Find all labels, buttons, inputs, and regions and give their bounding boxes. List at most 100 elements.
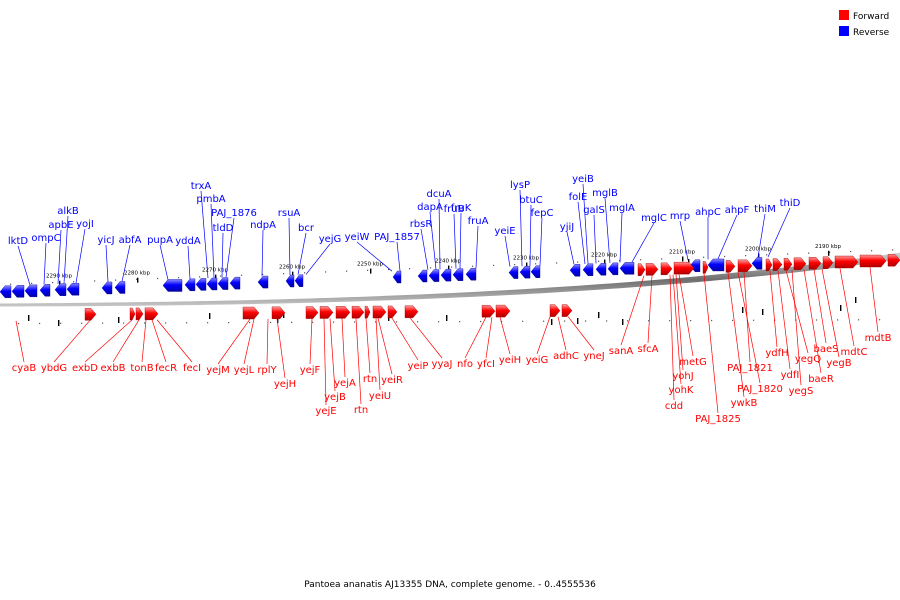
scale-tick-label: 2200 kbp bbox=[745, 247, 771, 253]
scale-dot bbox=[850, 250, 852, 253]
scale-dot bbox=[787, 253, 789, 255]
scale-dot bbox=[543, 320, 545, 322]
gene-label: mglB bbox=[592, 188, 618, 199]
gene-connector bbox=[305, 243, 331, 275]
gene-label: folE bbox=[569, 192, 588, 203]
gene-connector bbox=[727, 272, 745, 398]
scale-tick bbox=[682, 256, 684, 262]
scale-tick bbox=[370, 268, 372, 274]
forward-gene bbox=[637, 263, 646, 276]
forward-gene bbox=[84, 308, 97, 321]
reverse-gene bbox=[294, 274, 304, 287]
gene-label: yfcI bbox=[477, 359, 495, 370]
legend-label-forward: Forward bbox=[853, 12, 889, 22]
scale-tick-label: 2210 kbp bbox=[669, 249, 695, 255]
gene-label: yeiP bbox=[408, 361, 429, 372]
reverse-gene bbox=[184, 278, 196, 292]
gene-label: adhC bbox=[553, 351, 579, 362]
gene-connector bbox=[141, 319, 147, 363]
forward-gene bbox=[549, 304, 561, 317]
gene-label: tonB bbox=[130, 363, 153, 374]
reverse-gene bbox=[392, 270, 402, 284]
scale-dot bbox=[18, 322, 20, 325]
gene-connector bbox=[539, 217, 543, 266]
gene-label: fepC bbox=[530, 208, 553, 219]
feature-tick bbox=[577, 318, 579, 324]
forward-gene bbox=[783, 258, 793, 271]
scale-dot bbox=[627, 320, 629, 322]
forward-gene bbox=[387, 305, 398, 319]
gene-label: mrp bbox=[670, 211, 690, 222]
axis-line bbox=[0, 252, 900, 307]
gene-connector bbox=[717, 214, 738, 260]
gene-connector bbox=[261, 229, 264, 277]
scale-dot bbox=[661, 258, 663, 260]
scale-dot bbox=[31, 282, 33, 284]
scale-tick-label: 2220 kbp bbox=[591, 253, 617, 259]
gene-label: baeS bbox=[814, 344, 839, 355]
gene-connector bbox=[557, 316, 567, 351]
forward-gene bbox=[725, 260, 736, 273]
gene-label: rplY bbox=[257, 365, 277, 376]
gene-label: sfcA bbox=[637, 344, 658, 355]
gene-label: fruK bbox=[451, 203, 472, 214]
gene-connector bbox=[297, 232, 307, 275]
scale-tick bbox=[828, 250, 830, 256]
forward-gene bbox=[351, 306, 365, 319]
gene-label: galS bbox=[583, 205, 605, 216]
gene-label: mglA bbox=[609, 203, 635, 214]
gene-connector bbox=[839, 268, 855, 347]
gene-connector bbox=[672, 274, 682, 385]
gene-connector bbox=[459, 212, 462, 269]
scale-dot bbox=[606, 320, 608, 322]
scale-dot bbox=[711, 319, 713, 322]
gene-connector bbox=[577, 201, 586, 264]
feature-tick bbox=[551, 319, 553, 325]
gene-connector bbox=[112, 319, 140, 363]
scale-tick bbox=[59, 280, 61, 286]
scale-dot bbox=[186, 322, 188, 324]
scale-dot bbox=[871, 250, 873, 252]
gene-connector bbox=[803, 269, 822, 374]
gene-label: ydfI bbox=[781, 370, 800, 381]
scale-dot bbox=[354, 321, 356, 323]
reverse-gene bbox=[11, 285, 25, 298]
gene-connector bbox=[791, 270, 802, 386]
gene-connector bbox=[151, 319, 167, 363]
legend-swatch-forward bbox=[839, 10, 849, 20]
gene-label: ybdG bbox=[41, 363, 67, 374]
gene-connector bbox=[391, 317, 419, 361]
gene-label: yeiH bbox=[499, 355, 521, 366]
reverse-gene bbox=[440, 268, 452, 282]
reverse-gene bbox=[508, 266, 519, 279]
gene-connector bbox=[593, 214, 597, 264]
gene-connector bbox=[813, 269, 827, 344]
gene-label: yejG bbox=[319, 234, 342, 245]
scale-dot bbox=[367, 269, 369, 271]
scale-dot bbox=[892, 249, 894, 251]
scale-dot bbox=[39, 322, 41, 325]
gene-connector bbox=[225, 217, 235, 278]
gene-label: mglC bbox=[641, 213, 667, 224]
scale-dot bbox=[60, 322, 62, 324]
gene-connector bbox=[329, 318, 336, 392]
gene-connector bbox=[504, 235, 511, 267]
scale-dot bbox=[396, 321, 398, 323]
scale-dot bbox=[858, 319, 860, 321]
scale-dot bbox=[753, 319, 755, 321]
scale-tick-label: 2280 kbp bbox=[124, 271, 150, 277]
scale-dot bbox=[102, 322, 104, 324]
reverse-gene bbox=[428, 269, 440, 282]
scale-dot bbox=[522, 320, 524, 322]
gene-label: yeiR bbox=[381, 375, 403, 386]
gene-connector bbox=[15, 320, 25, 363]
gene-label: thiM bbox=[754, 204, 776, 215]
scale-dot bbox=[501, 320, 503, 323]
gene-connector bbox=[355, 318, 362, 405]
gene-connector bbox=[499, 317, 511, 355]
gene-label: yicJ bbox=[97, 235, 114, 246]
scale-dot bbox=[312, 321, 314, 323]
reverse-gene bbox=[607, 262, 619, 276]
gene-label: btuC bbox=[519, 195, 543, 206]
scale-dot bbox=[619, 259, 621, 262]
